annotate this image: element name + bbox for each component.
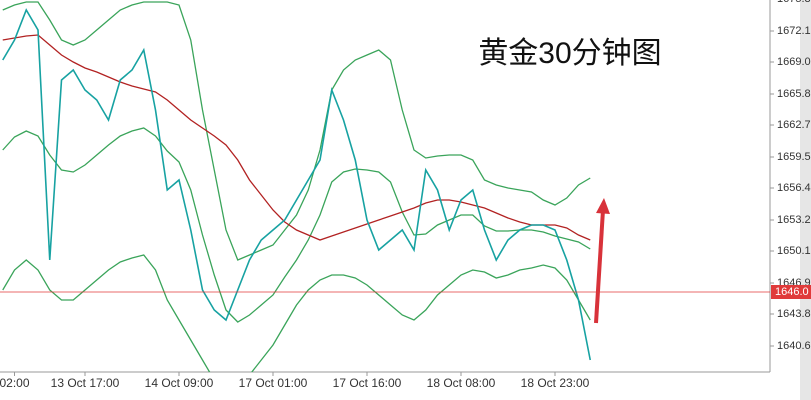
- y-tick-label: 1669.0: [777, 56, 811, 68]
- x-tick-label: 18 Oct 23:00: [521, 376, 590, 390]
- arrow-head: [596, 198, 610, 214]
- x-tick-label: 18 Oct 08:00: [427, 376, 496, 390]
- y-tick-label: 1643.8: [777, 308, 811, 320]
- y-tick-label: 1662.7: [777, 119, 811, 131]
- y-tick-label: 1653.2: [777, 214, 811, 226]
- series-line: [2, 8, 592, 361]
- y-tick-label: 1650.1: [777, 245, 811, 257]
- plot-area: [2, 1, 592, 372]
- arrow-shaft: [594, 209, 605, 324]
- y-tick-label: 1675.3: [777, 0, 811, 5]
- current-price-label: 1646.0: [775, 286, 809, 298]
- window-edge: [800, 0, 811, 400]
- series-line: [2, 34, 591, 241]
- x-tick-label: 02:00: [0, 376, 30, 390]
- x-tick-label: 14 Oct 09:00: [145, 376, 214, 390]
- current-price-box: [771, 285, 811, 299]
- chart-title: 黄金30分钟图: [478, 37, 661, 70]
- y-tick-label: 1672.1: [777, 25, 811, 37]
- series-line: [2, 127, 591, 323]
- y-tick-label: 1640.6: [777, 340, 811, 352]
- y-tick-label: 1665.8: [777, 88, 811, 100]
- x-tick-label: 13 Oct 17:00: [51, 376, 120, 390]
- y-tick-label: 1656.4: [777, 182, 811, 194]
- series-line: [2, 254, 591, 372]
- x-tick-label: 17 Oct 16:00: [333, 376, 402, 390]
- y-tick-label: 1659.5: [777, 151, 811, 163]
- x-tick-label: 17 Oct 01:00: [239, 376, 308, 390]
- series-line: [2, 1, 591, 261]
